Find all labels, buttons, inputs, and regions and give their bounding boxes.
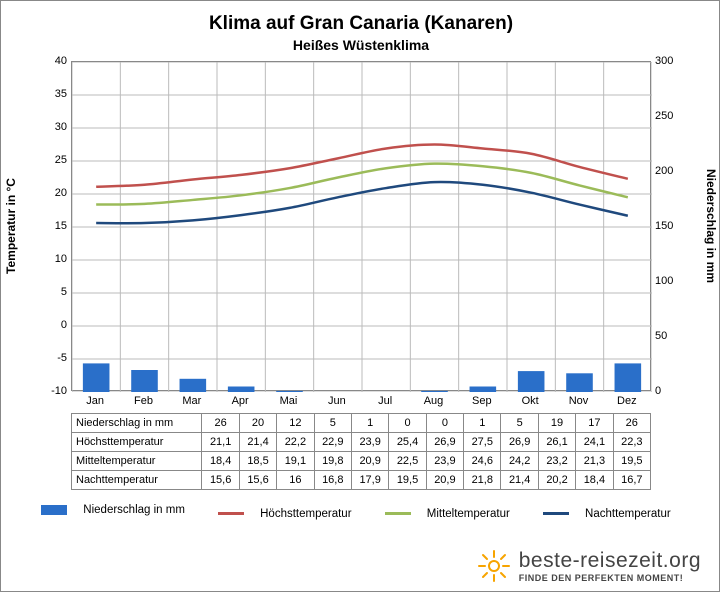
- climate-chart-container: Klima auf Gran Canaria (Kanaren) Heißes …: [1, 1, 720, 593]
- data-table: Niederschlag in mm262012510015191726Höch…: [71, 413, 651, 490]
- gridlines: [72, 62, 652, 392]
- brand-text: beste-reisezeit.org: [519, 549, 701, 573]
- y1-ticks: -10-50510152025303540: [19, 61, 67, 391]
- chart-subtitle: Heißes Wüstenklima: [19, 37, 703, 53]
- legend: Niederschlag in mm Höchsttemperatur Mitt…: [19, 504, 703, 520]
- plot-svg: [72, 62, 652, 392]
- brand-tagline: FINDE DEN PERFEKTEN MOMENT!: [519, 573, 701, 583]
- legend-low: Nachttemperatur: [543, 508, 681, 520]
- y2-axis-label: Niederschlag in mm: [704, 169, 718, 283]
- y1-axis-label: Temperatur in °C: [4, 178, 18, 274]
- x-ticks: JanFebMarAprMaiJunJulAugSepOktNovDez: [71, 391, 651, 411]
- y2-ticks: 050100150200250300: [655, 61, 703, 391]
- chart-area: Temperatur in °C Niederschlag in mm -10-…: [19, 61, 703, 391]
- chart-title: Klima auf Gran Canaria (Kanaren): [19, 13, 703, 35]
- plot-region: [71, 61, 651, 391]
- legend-precip: Niederschlag in mm: [41, 504, 195, 516]
- footer-brand: beste-reisezeit.org FINDE DEN PERFEKTEN …: [477, 549, 701, 583]
- legend-high: Höchsttemperatur: [218, 508, 361, 520]
- legend-mid: Mitteltemperatur: [385, 508, 520, 520]
- sun-icon: [477, 549, 511, 583]
